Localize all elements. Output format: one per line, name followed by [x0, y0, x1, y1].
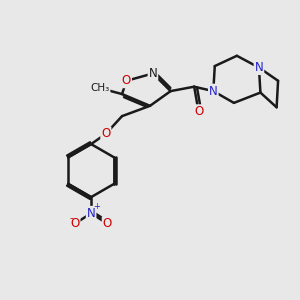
Text: O: O	[70, 217, 80, 230]
Text: CH₃: CH₃	[90, 83, 110, 93]
Text: O: O	[103, 217, 112, 230]
Text: O: O	[122, 74, 131, 87]
Text: +: +	[93, 202, 100, 211]
Text: N: N	[255, 61, 263, 74]
Text: N: N	[209, 85, 218, 98]
Text: O: O	[101, 127, 110, 140]
Text: N: N	[148, 67, 157, 80]
Text: N: N	[87, 207, 95, 220]
Text: O: O	[194, 105, 203, 118]
Text: -: -	[69, 213, 74, 223]
